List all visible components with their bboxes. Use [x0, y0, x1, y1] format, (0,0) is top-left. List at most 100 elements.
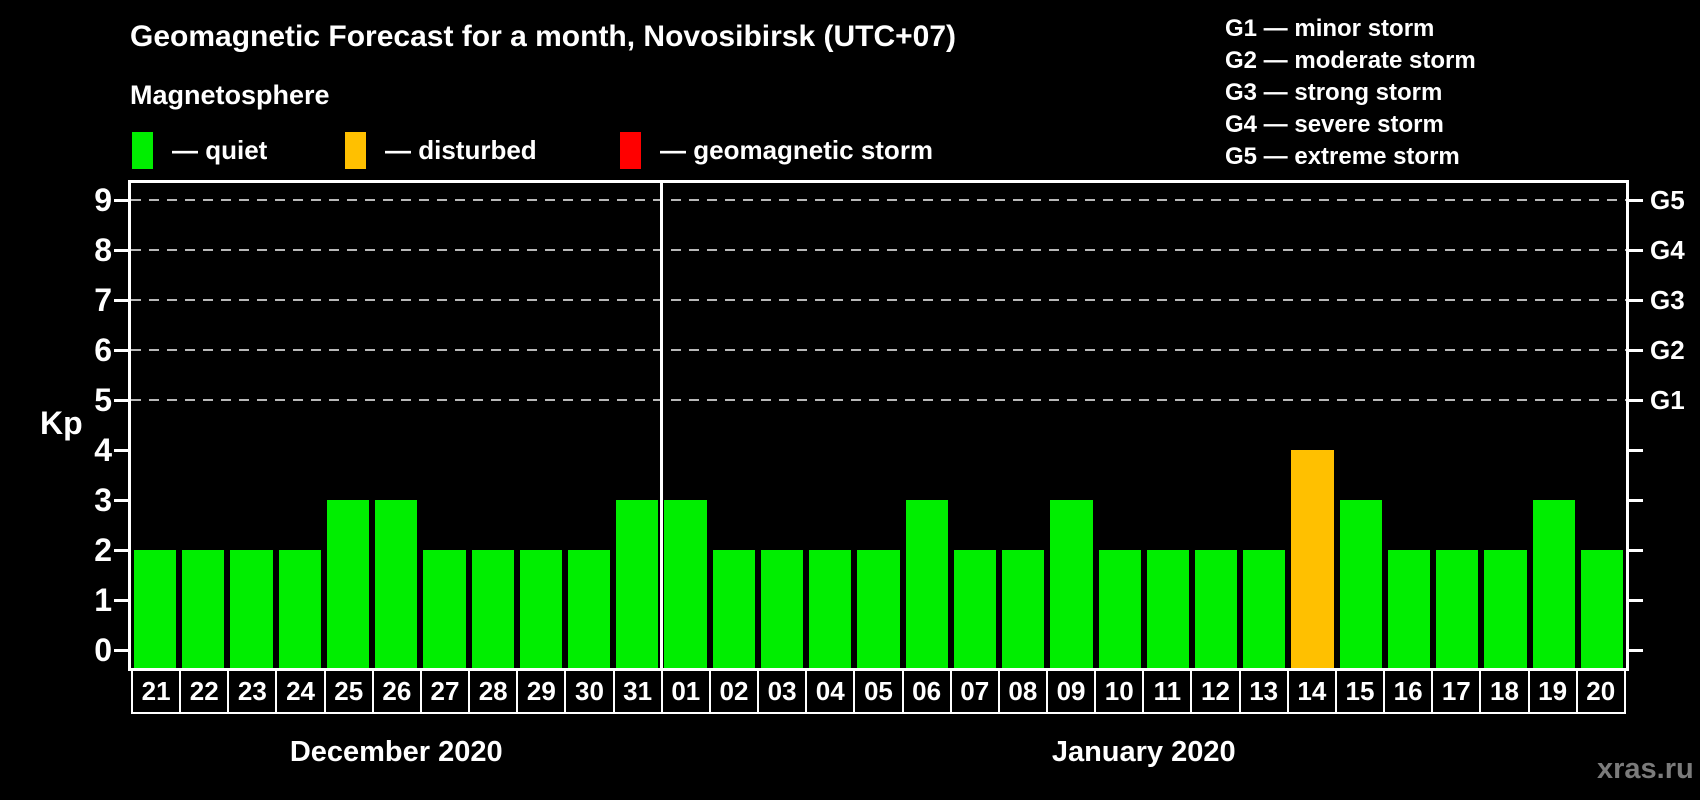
kp-bar-day-19 — [1532, 500, 1575, 668]
right-tick-kp8 — [1629, 248, 1643, 252]
kp-bar-day-21 — [134, 550, 177, 668]
day-cell-28: 28 — [468, 668, 519, 714]
gridline-kp8 — [131, 249, 1626, 251]
day-cell-31: 31 — [612, 668, 663, 714]
day-cell-22: 22 — [179, 668, 230, 714]
kp-bar-day-25 — [326, 500, 370, 668]
day-cell-23: 23 — [227, 668, 278, 714]
left-tick-kp8 — [114, 248, 128, 252]
g-legend-item-4: G4 — severe storm — [1225, 111, 1444, 138]
g-legend-item-3: G3 — strong storm — [1225, 79, 1443, 106]
gridline-kp5 — [131, 399, 1626, 401]
kp-bar-day-09 — [1050, 500, 1093, 668]
kp-bar-day-18 — [1484, 550, 1527, 668]
right-tick-kp0 — [1629, 648, 1643, 652]
y-tick-label-4: 4 — [94, 432, 112, 468]
g-axis-label-G2: G2 — [1650, 335, 1685, 365]
kp-bar-day-23 — [230, 550, 273, 668]
day-cell-12: 12 — [1190, 668, 1241, 714]
kp-bar-day-27 — [423, 550, 466, 668]
g-axis-label-G4: G4 — [1650, 235, 1685, 265]
left-tick-kp3 — [114, 498, 128, 502]
plot-area — [131, 183, 1626, 668]
kp-bar-day-17 — [1436, 550, 1479, 668]
kp-bar-day-13 — [1243, 550, 1286, 668]
g-legend-item-2: G2 — moderate storm — [1225, 47, 1476, 74]
kp-bar-day-04 — [809, 550, 852, 668]
right-tick-kp2 — [1629, 548, 1643, 552]
kp-bar-day-28 — [471, 550, 514, 668]
day-cell-11: 11 — [1142, 668, 1193, 714]
y-tick-label-0: 0 — [94, 632, 112, 668]
g-axis-label-G5: G5 — [1650, 185, 1685, 215]
day-cell-10: 10 — [1094, 668, 1145, 714]
day-cell-19: 19 — [1527, 668, 1578, 714]
day-axis-row: 21 22 23 24 25 26 27 28 29 30 31 01 02 03 04 05 06 07 08 09… — [131, 668, 1626, 714]
y-tick-label-8: 8 — [94, 232, 112, 268]
day-cell-08: 08 — [997, 668, 1048, 714]
kp-bar-day-14 — [1291, 450, 1334, 668]
kp-bar-day-22 — [182, 550, 225, 668]
day-cell-15: 15 — [1334, 668, 1386, 714]
day-cell-18: 18 — [1479, 668, 1530, 714]
month-label-0: December 2020 — [289, 736, 503, 768]
month-label-1: January 2020 — [1051, 736, 1236, 768]
kp-bar-day-31 — [616, 500, 659, 668]
right-tick-kp3 — [1629, 498, 1643, 502]
day-cell-30: 30 — [564, 668, 615, 714]
day-cell-13: 13 — [1238, 668, 1289, 714]
right-tick-kp4 — [1629, 448, 1643, 452]
day-cell-01: 01 — [660, 668, 711, 714]
y-axis-label: Kp — [40, 405, 83, 441]
day-cell-29: 29 — [516, 668, 567, 714]
y-tick-label-6: 6 — [94, 332, 112, 368]
day-cell-17: 17 — [1431, 668, 1482, 714]
kp-bar-day-12 — [1194, 550, 1238, 668]
chart-subtitle: Magnetosphere — [130, 80, 330, 110]
kp-bar-day-05 — [857, 550, 900, 668]
day-cell-26: 26 — [371, 668, 422, 714]
day-cell-09: 09 — [1045, 668, 1097, 714]
gridline-kp7 — [131, 299, 1626, 301]
g-legend-item-5: G5 — extreme storm — [1225, 143, 1460, 170]
left-tick-kp5 — [114, 398, 128, 402]
day-cell-07: 07 — [949, 668, 1000, 714]
quiet-legend-label: — quiet — [172, 135, 268, 165]
kp-bar-day-30 — [568, 550, 611, 668]
kp-bar-day-01 — [664, 500, 707, 668]
g-axis-label-G1: G1 — [1650, 385, 1685, 415]
right-spine — [1626, 180, 1629, 671]
y-tick-label-9: 9 — [94, 182, 112, 218]
kp-bar-day-06 — [905, 500, 948, 668]
gridline-kp9 — [131, 199, 1626, 201]
day-cell-02: 02 — [708, 668, 760, 714]
y-tick-label-1: 1 — [94, 582, 112, 618]
right-tick-kp9 — [1629, 198, 1643, 202]
left-tick-kp4 — [114, 448, 128, 452]
left-tick-kp7 — [114, 298, 128, 302]
day-cell-21: 21 — [131, 668, 182, 714]
left-spine — [128, 180, 131, 671]
day-cell-20: 20 — [1575, 668, 1626, 714]
kp-bar-day-03 — [760, 550, 804, 668]
day-cell-03: 03 — [757, 668, 808, 714]
kp-bar-day-29 — [519, 550, 563, 668]
right-tick-kp5 — [1629, 398, 1643, 402]
y-tick-label-2: 2 — [94, 532, 112, 568]
kp-bar-day-26 — [375, 500, 418, 668]
day-cell-25: 25 — [323, 668, 374, 714]
g-scale-legend: G1 — minor storm G2 — moderate storm G3 — … — [1225, 13, 1476, 173]
g-axis-label-G3: G3 — [1650, 285, 1685, 315]
right-tick-kp1 — [1629, 598, 1643, 602]
day-cell-16: 16 — [1383, 668, 1434, 714]
day-cell-04: 04 — [805, 668, 856, 714]
day-cell-27: 27 — [419, 668, 471, 714]
left-tick-kp6 — [114, 348, 128, 352]
watermark: xras.ru — [1597, 753, 1694, 785]
left-tick-kp0 — [114, 648, 128, 652]
day-cell-05: 05 — [853, 668, 904, 714]
y-tick-label-5: 5 — [94, 382, 112, 418]
y-tick-label-3: 3 — [94, 482, 112, 518]
chart-title: Geomagnetic Forecast for a month, Novosi… — [130, 20, 957, 53]
